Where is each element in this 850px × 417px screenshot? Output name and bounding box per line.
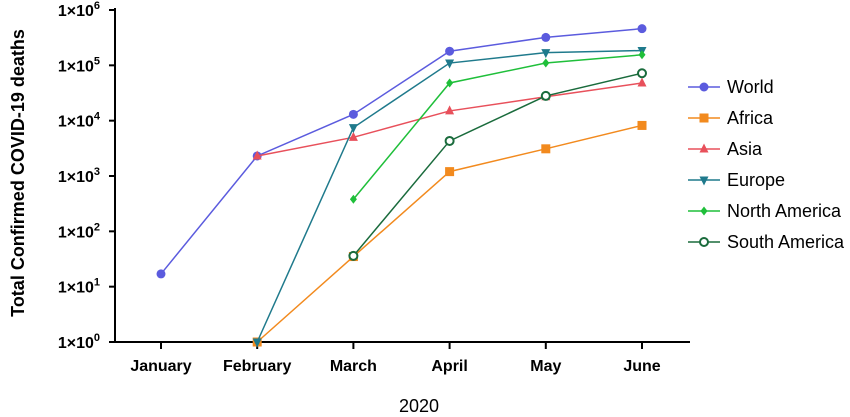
y-tick-label: 1×103 [58, 166, 100, 186]
legend-label: Asia [727, 139, 763, 159]
y-tick-base: 1×10 [58, 224, 94, 241]
x-tick-label: April [431, 358, 467, 375]
y-tick-base: 1×10 [58, 169, 94, 186]
y-tick-exponent: 1 [94, 277, 100, 289]
series-line [256, 124, 643, 343]
data-point [348, 131, 358, 141]
series-asia [252, 77, 647, 160]
x-tick-label: January [130, 358, 191, 375]
data-point [699, 82, 709, 92]
data-point [699, 143, 709, 153]
series-world [156, 24, 647, 279]
legend-item: World [688, 77, 774, 97]
y-tick-base: 1×10 [58, 335, 94, 352]
data-point [252, 338, 262, 348]
y-tick-exponent: 0 [94, 332, 100, 344]
legend-label: South America [727, 232, 845, 252]
y-tick-label: 1×105 [58, 55, 100, 75]
data-point [348, 250, 359, 261]
legend-item: Europe [688, 170, 785, 190]
y-axis-title: Total Confirmed COVID-19 deaths [8, 29, 28, 317]
legend-label: North America [727, 201, 842, 221]
data-point [541, 32, 551, 42]
x-tick-label: May [530, 358, 561, 375]
data-point [700, 206, 708, 216]
data-point [699, 113, 709, 123]
legend-label: Africa [727, 108, 774, 128]
legend-item: Africa [688, 108, 774, 128]
legend-label: Europe [727, 170, 785, 190]
series-line [256, 49, 643, 343]
series-north-america [349, 50, 646, 204]
y-tick-label: 1×101 [58, 277, 100, 297]
data-point [637, 120, 647, 130]
data-point [446, 78, 454, 88]
y-tick-label: 1×104 [58, 111, 101, 131]
data-point [252, 150, 262, 160]
data-point [542, 58, 550, 68]
data-point [541, 144, 551, 154]
y-tick-exponent: 2 [94, 221, 100, 233]
y-tick-base: 1×10 [58, 114, 94, 131]
data-point [445, 46, 455, 56]
y-tick-exponent: 4 [94, 111, 101, 123]
series-line [352, 54, 643, 200]
legend-item: South America [688, 232, 845, 252]
data-point [349, 194, 357, 204]
y-tick-label: 1×100 [58, 332, 100, 352]
x-tick-label: February [223, 358, 292, 375]
data-point [445, 59, 455, 69]
data-point [699, 237, 709, 247]
legend-item: Asia [688, 139, 763, 159]
data-point [445, 167, 455, 177]
data-point [637, 24, 647, 34]
data-point [637, 68, 647, 79]
x-axis-title: 2020 [399, 396, 439, 416]
series-africa [252, 120, 647, 347]
y-tick-label: 1×106 [58, 0, 100, 20]
y-tick-base: 1×10 [58, 3, 94, 20]
data-point [445, 105, 455, 115]
data-point [348, 124, 358, 134]
legend-label: World [727, 77, 774, 97]
data-point [638, 50, 646, 60]
y-tick-exponent: 3 [94, 166, 100, 178]
series-south-america [348, 68, 647, 261]
data-point [348, 109, 358, 119]
x-tick-label: March [330, 358, 377, 375]
y-tick-label: 1×102 [58, 221, 100, 241]
data-point [699, 176, 709, 186]
data-point [444, 135, 455, 146]
y-tick-base: 1×10 [58, 280, 94, 297]
y-tick-exponent: 5 [94, 55, 100, 67]
legend-item: North America [688, 201, 842, 221]
x-tick-label: June [623, 358, 660, 375]
data-point [637, 77, 647, 87]
series-europe [252, 47, 647, 348]
y-tick-exponent: 6 [94, 0, 100, 12]
series-line [160, 27, 643, 275]
data-point [541, 49, 551, 59]
data-point [540, 90, 551, 101]
y-tick-base: 1×10 [58, 58, 94, 75]
series-line [352, 72, 643, 257]
data-point [156, 269, 166, 279]
